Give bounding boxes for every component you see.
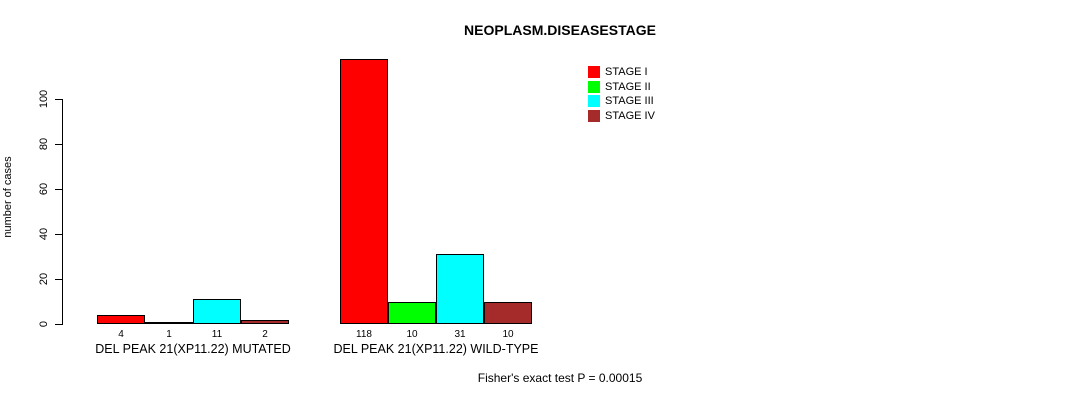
legend-item: STAGE II [588, 80, 651, 94]
y-tick-label: 100 [38, 89, 50, 109]
legend-label: STAGE I [605, 66, 648, 78]
legend-item: STAGE III [588, 94, 654, 108]
bar-count-label: 10 [502, 329, 514, 340]
category-label: DEL PEAK 21(XP11.22) MUTATED [95, 342, 291, 356]
bar-stage-iv [241, 319, 289, 324]
bar-stage-iii [436, 254, 484, 324]
y-tick-label: 20 [38, 272, 50, 286]
y-tick-label: 60 [38, 182, 50, 196]
legend-swatch-stage-iv [588, 110, 600, 123]
y-axis-line [62, 99, 63, 325]
bar-stage-ii [145, 321, 193, 324]
y-tick-label: 80 [38, 137, 50, 151]
bar-count-label: 2 [262, 329, 268, 340]
y-tick-mark [55, 189, 62, 190]
bar-count-label: 10 [406, 329, 418, 340]
bar-stage-iii [193, 299, 241, 324]
chart-title: NEOPLASM.DISEASESTAGE [464, 22, 656, 38]
y-axis-label: number of cases [2, 156, 14, 238]
legend-item: STAGE I [588, 65, 648, 79]
y-tick-mark [55, 279, 62, 280]
bar-stage-iv [484, 301, 532, 324]
bar-count-label: 4 [118, 329, 124, 340]
y-tick-mark [55, 144, 62, 145]
legend-item: STAGE IV [588, 109, 655, 123]
bar-count-label: 31 [454, 329, 466, 340]
legend-label: STAGE II [605, 80, 651, 93]
y-tick-label: 40 [38, 227, 50, 241]
legend-swatch-stage-iii [588, 95, 600, 108]
y-tick-mark [55, 324, 62, 325]
y-tick-label: 0 [38, 320, 50, 328]
legend-label: STAGE III [605, 95, 654, 108]
legend-swatch-stage-ii [588, 80, 600, 93]
bar-count-label: 118 [356, 329, 372, 340]
bar-stage-i [97, 315, 145, 324]
category-label: DEL PEAK 21(XP11.22) WILD-TYPE [333, 342, 539, 356]
bar-count-label: 1 [166, 329, 172, 340]
legend-swatch-stage-i [588, 66, 600, 78]
bar-stage-ii [388, 301, 436, 324]
legend-label: STAGE IV [605, 110, 655, 123]
bar-stage-i [340, 58, 388, 324]
y-tick-mark [55, 234, 62, 235]
bar-count-label: 11 [211, 329, 223, 340]
annotation-text: Fisher's exact test P = 0.00015 [477, 371, 643, 385]
y-tick-mark [55, 99, 62, 100]
